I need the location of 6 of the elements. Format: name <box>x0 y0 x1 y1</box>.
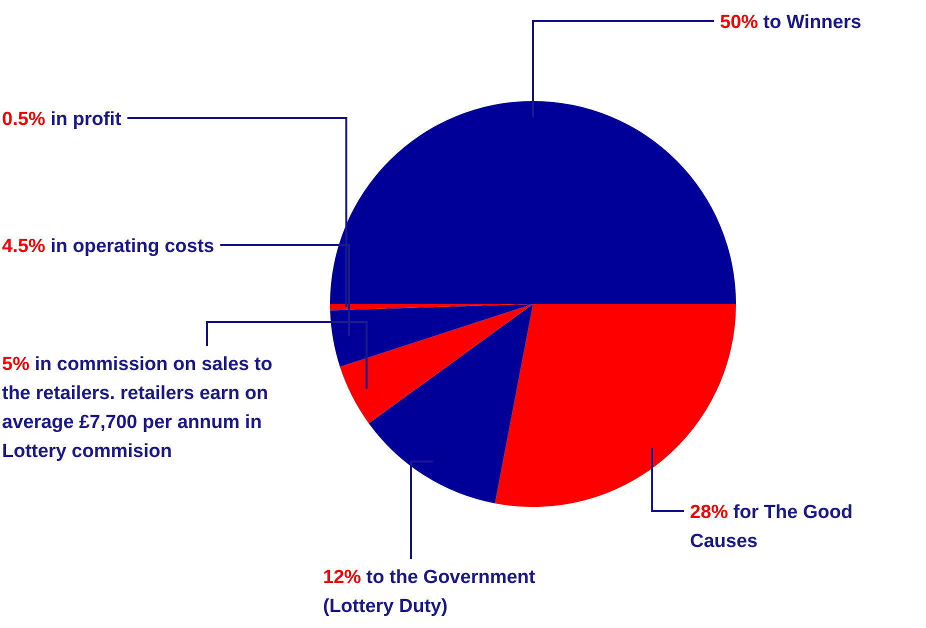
category-label: 28% for The Good Causes <box>690 502 853 552</box>
slice-label: 50% to Winners <box>720 12 862 33</box>
category-label: 5% in commission on sales to the retailers. retailers earn on average £7,700 per annum in Lottery commision <box>2 354 272 462</box>
slice-label: 4.5% in operating costs <box>2 236 214 257</box>
category-label: 12% to the Government (Lottery Duty) <box>323 567 536 617</box>
slice-label: 0.5% in profit <box>2 109 122 130</box>
